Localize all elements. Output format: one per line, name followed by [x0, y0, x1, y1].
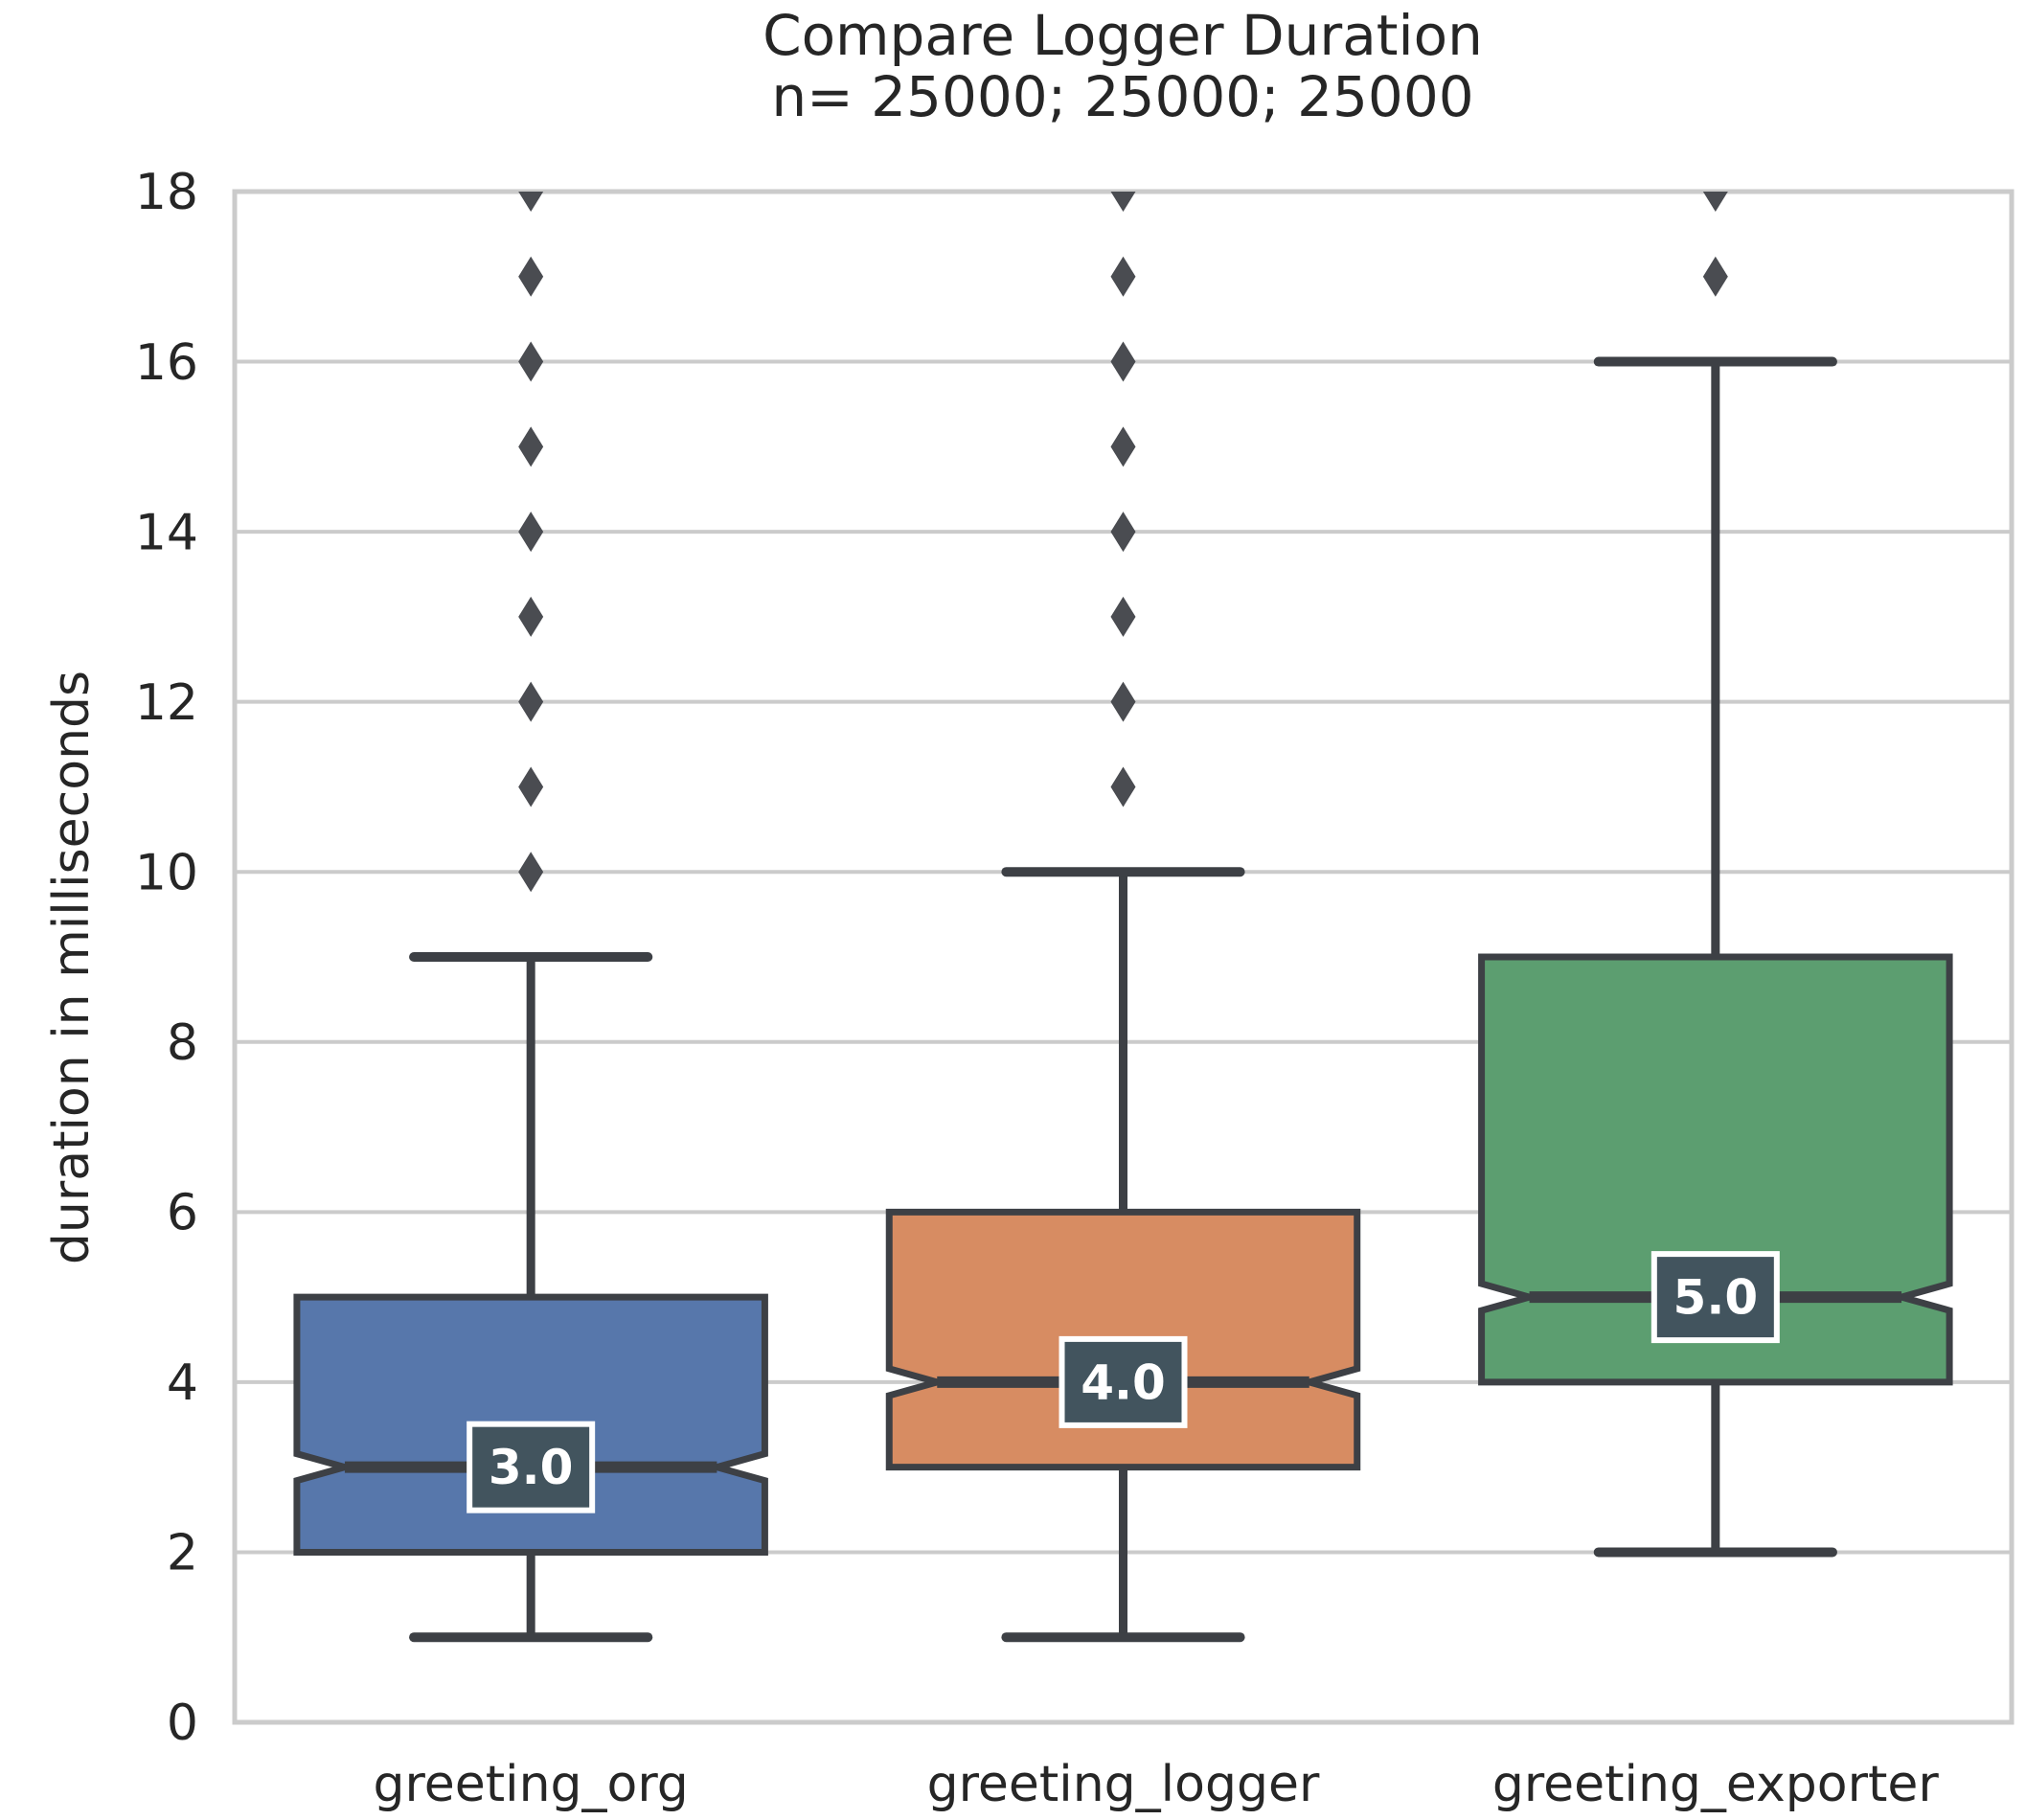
median-label-box [467, 1421, 596, 1513]
y-tick-label-8: 8 [167, 1014, 198, 1072]
outlier-diamond-14 [518, 512, 544, 553]
box-group-greeting_logger: 4.0 [885, 192, 1361, 1643]
y-tick-label-12: 12 [135, 674, 198, 732]
outlier-diamond-12 [1110, 681, 1136, 722]
y-axis-label: duration in milliseconds [43, 671, 101, 1264]
outlier-diamond-16 [1110, 341, 1136, 382]
chart-title: Compare Logger Duration [763, 3, 1483, 68]
axis-labels-layer: 0 2 4 6 8 10 12 14 16 18 greeting_org greeting_logg… [135, 164, 1940, 1813]
x-tick-label-greeting_org: greeting_org [374, 1756, 689, 1813]
outlier-diamond-18 [1110, 192, 1136, 212]
x-tick-label-greeting_exporter: greeting_exporter [1492, 1756, 1939, 1813]
median-label-text: 4.0 [1081, 1354, 1166, 1410]
median-label-box [1059, 1335, 1188, 1428]
outlier-diamond-15 [518, 426, 544, 467]
boxplot-marks-layer: 3.0 4.0 5.0 [293, 192, 1953, 1643]
outlier-group [1702, 192, 1728, 297]
iqr-box [1478, 953, 1953, 1386]
outlier-diamond-17 [518, 256, 544, 297]
median-label-text: 5.0 [1673, 1270, 1759, 1326]
box-group-greeting_org: 3.0 [293, 192, 768, 1643]
x-tick-label-greeting_logger: greeting_logger [927, 1756, 1320, 1813]
outlier-diamond-13 [518, 596, 544, 637]
box-group-greeting_exporter: 5.0 [1478, 192, 1953, 1558]
outlier-group [518, 192, 544, 893]
y-tick-label-0: 0 [167, 1695, 198, 1752]
outlier-diamond-13 [1110, 596, 1136, 637]
outlier-diamond-11 [518, 766, 544, 808]
y-tick-label-4: 4 [167, 1354, 198, 1412]
outlier-diamond-14 [1110, 512, 1136, 553]
outlier-diamond-18 [1702, 192, 1728, 212]
outlier-diamond-11 [1110, 766, 1136, 808]
outlier-diamond-17 [1702, 256, 1728, 297]
median-label-text: 3.0 [489, 1440, 574, 1495]
outlier-diamond-10 [518, 852, 544, 893]
y-tick-label-10: 10 [135, 844, 198, 901]
median-label-box [1650, 1251, 1780, 1344]
y-tick-label-2: 2 [167, 1525, 198, 1582]
outlier-diamond-15 [1110, 426, 1136, 467]
outlier-group [1110, 192, 1136, 808]
y-tick-label-16: 16 [135, 334, 198, 392]
outlier-diamond-16 [518, 341, 544, 382]
outlier-diamond-17 [1110, 256, 1136, 297]
y-tick-label-6: 6 [167, 1185, 198, 1242]
outlier-diamond-18 [518, 192, 544, 212]
chart-subtitle: n= 25000; 25000; 25000 [771, 64, 1473, 129]
outlier-diamond-12 [518, 681, 544, 722]
y-tick-label-18: 18 [135, 164, 198, 221]
y-tick-label-14: 14 [135, 504, 198, 561]
